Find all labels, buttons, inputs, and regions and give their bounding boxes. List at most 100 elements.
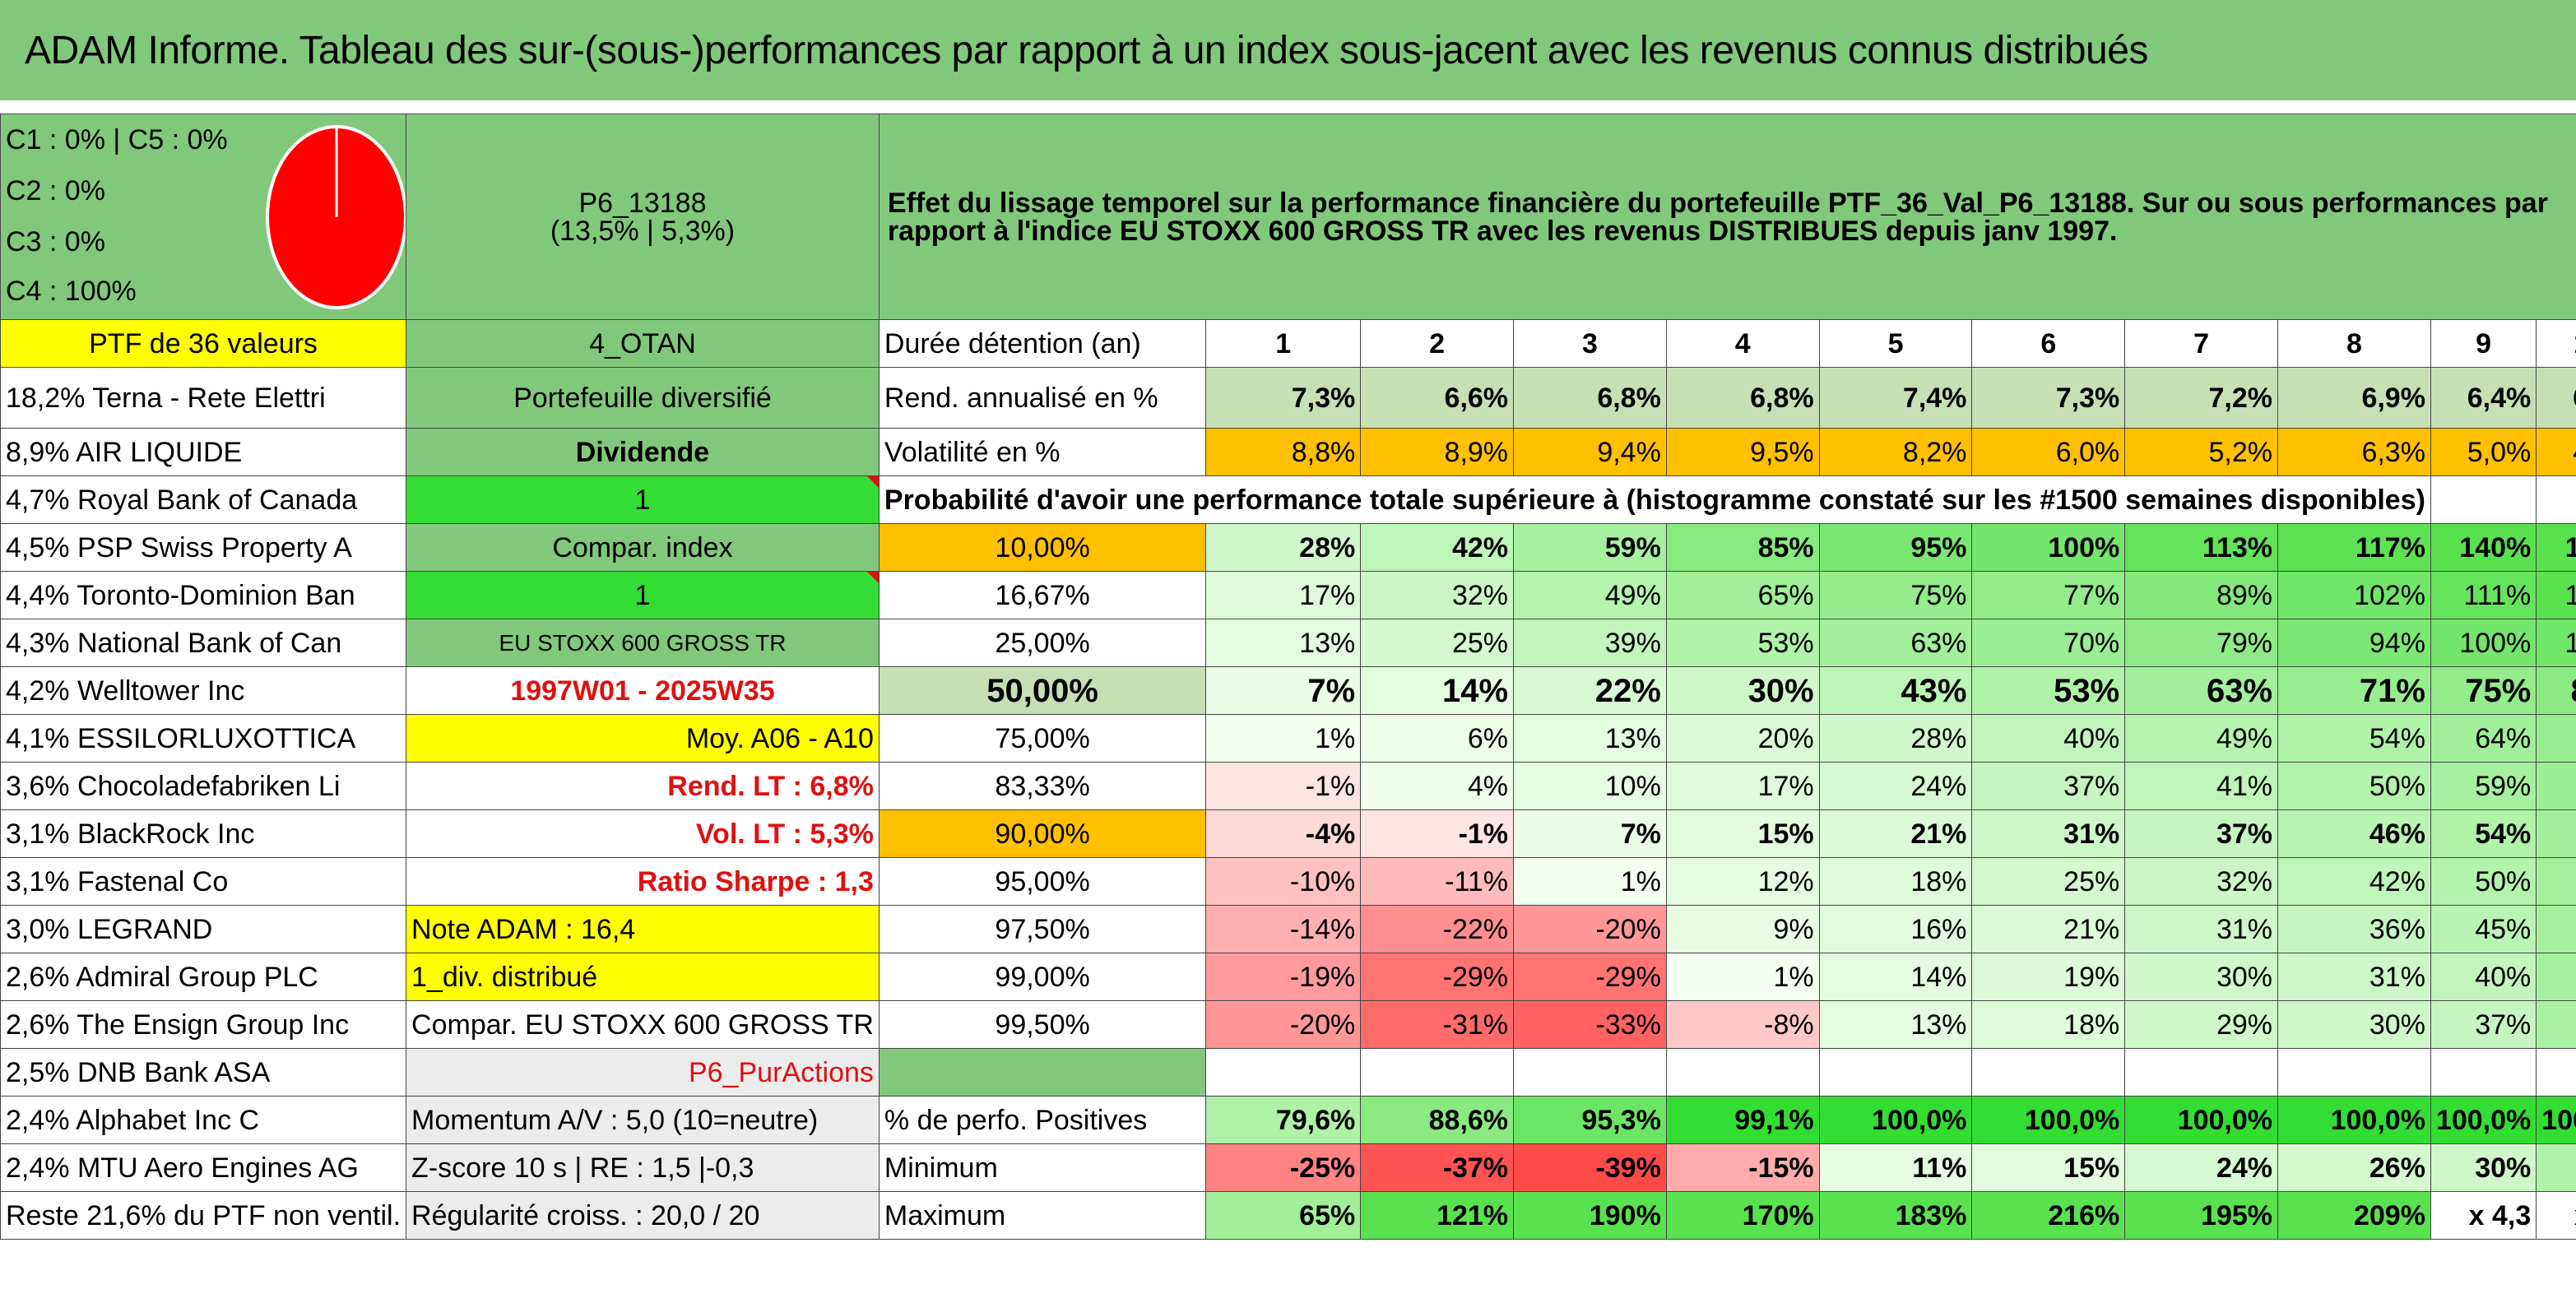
portfolio-stats: (13,5% | 5,3%): [550, 215, 736, 247]
probability-row: 4,4% Toronto-Dominion Ban 1 16,67% 17% 32% 49…: [0, 571, 2576, 619]
probability-value: 102%: [2277, 571, 2431, 619]
holding-item: 3,1% Fastenal Co: [0, 857, 407, 906]
volatility-value: 9,5%: [1665, 428, 1820, 476]
probability-value: 18%: [1818, 857, 1973, 906]
probability-value: 32%: [1360, 571, 1515, 619]
positive-value: 100,0%: [2277, 1096, 2431, 1144]
year-header: 2: [1360, 319, 1515, 368]
probability-threshold: 16,67%: [878, 571, 1207, 619]
description-cell: Effet du lissage temporel sur la perform…: [878, 114, 2576, 320]
info-cell: Compar. EU STOXX 600 GROSS TR: [406, 1000, 880, 1049]
title-gap: [0, 100, 2576, 114]
probability-value: 103%: [2536, 619, 2576, 667]
probability-value: 9%: [1665, 905, 1820, 953]
empty-cell: [1205, 1048, 1362, 1097]
info-cell: Portefeuille diversifié: [406, 367, 880, 429]
category-pie-cell: C1 : 0% | C5 : 0% C2 : 0% C3 : 0% C4 : 100%: [0, 114, 407, 320]
empty-cell: [1513, 1048, 1667, 1097]
minimum-value: 26%: [2277, 1143, 2431, 1192]
empty-cell: [2430, 475, 2537, 524]
return-value: 7,3%: [1971, 367, 2126, 429]
probability-value: 21%: [1818, 809, 1973, 858]
probability-value: 28%: [1818, 714, 1973, 763]
probability-value: -14%: [1205, 905, 1362, 953]
holding-item: 4,1% ESSILORLUXOTTICA: [0, 714, 407, 763]
volatility-value: 6,0%: [1971, 428, 2126, 476]
volatility-value: 5,0%: [2430, 428, 2537, 476]
probability-value: 28%: [1205, 523, 1362, 572]
info-cell: 4_OTAN: [406, 319, 880, 368]
positive-row: 2,4% Alphabet Inc C Momentum A/V : 5,0 (1…: [0, 1096, 2576, 1144]
probability-value: 100%: [1971, 523, 2126, 572]
probability-value: 42%: [1360, 523, 1515, 572]
probability-value: 54%: [2277, 714, 2431, 763]
minimum-value: 11%: [1818, 1143, 1973, 1192]
return-value: 6,4%: [2430, 367, 2537, 429]
minimum-value: -15%: [1665, 1143, 1820, 1192]
maximum-value: x 4,1: [2536, 1191, 2576, 1240]
minimum-value: 15%: [1971, 1143, 2126, 1192]
maximum-value: 190%: [1513, 1191, 1667, 1240]
holding-item: 4,5% PSP Swiss Property A: [0, 523, 407, 572]
minimum-value: -39%: [1513, 1143, 1667, 1192]
probability-value: 75%: [1818, 571, 1973, 619]
probability-value: 40%: [1971, 714, 2126, 763]
probability-value: 63%: [1818, 619, 1973, 667]
probability-value: 64%: [2430, 714, 2537, 763]
header-row: C1 : 0% | C5 : 0% C2 : 0% C3 : 0% C4 : 100%…: [0, 114, 2576, 320]
probability-value: -11%: [1360, 857, 1515, 906]
volatility-value: 4,1%: [2536, 428, 2576, 476]
empty-cell: [878, 1048, 1207, 1097]
maximum-value: 170%: [1665, 1191, 1820, 1240]
info-cell: Dividende: [406, 428, 880, 476]
probability-value: 79%: [2124, 619, 2279, 667]
probability-value: -29%: [1360, 953, 1515, 1001]
probability-value: -8%: [1665, 1000, 1820, 1049]
holding-item: 2,5% DNB Bank ASA: [0, 1048, 407, 1097]
probability-value: 53%: [1971, 666, 2126, 715]
probability-value: 41%: [2124, 762, 2279, 810]
holding-item: 4,2% Welltower Inc: [0, 666, 407, 715]
info-cell: Compar. index: [406, 523, 880, 572]
info-cell: Moy. A06 - A10: [406, 714, 880, 763]
probability-value: 58%: [2536, 1000, 2576, 1049]
info-cell: 1: [406, 571, 880, 619]
maximum-value: 195%: [2124, 1191, 2279, 1240]
volatility-value: 8,8%: [1205, 428, 1362, 476]
maximum-row: Reste 21,6% du PTF non ventil. Régularité…: [0, 1191, 2576, 1240]
probability-value: 59%: [1513, 523, 1667, 572]
probability-value: 64%: [2536, 809, 2576, 858]
holding-item: 3,1% BlackRock Inc: [0, 809, 407, 858]
probability-value: 1%: [1205, 714, 1362, 763]
probability-value: -20%: [1513, 905, 1667, 953]
minimum-value: -25%: [1205, 1143, 1362, 1192]
probability-value: 13%: [1513, 714, 1667, 763]
performance-table: C1 : 0% | C5 : 0% C2 : 0% C3 : 0% C4 : 100%…: [0, 114, 2576, 1240]
empty-cell: [1971, 1048, 2126, 1097]
probability-value: -31%: [1360, 1000, 1515, 1049]
holdings-header: PTF de 36 valeurs: [0, 319, 407, 368]
return-value: 7,2%: [2124, 367, 2279, 429]
spacer-row: 2,5% DNB Bank ASA P6_PurActions: [0, 1048, 2576, 1097]
empty-cell: [1665, 1048, 1820, 1097]
probability-value: 54%: [2430, 809, 2537, 858]
probability-value: -19%: [1205, 953, 1362, 1001]
category-pie-chart: [266, 125, 406, 309]
minimum-value: 24%: [2124, 1143, 2279, 1192]
probability-header: Probabilité d'avoir une performance tota…: [878, 475, 2431, 524]
probability-value: 31%: [2124, 905, 2279, 953]
volatility-value: 6,3%: [2277, 428, 2431, 476]
volatility-value: 5,2%: [2124, 428, 2279, 476]
probability-value: 70%: [1971, 619, 2126, 667]
probability-value: 17%: [1205, 571, 1362, 619]
probability-value: -1%: [1205, 762, 1362, 810]
probability-threshold: 50,00%: [878, 666, 1207, 715]
probability-value: 50%: [2430, 857, 2537, 906]
info-cell: Momentum A/V : 5,0 (10=neutre): [406, 1096, 880, 1144]
positive-value: 100,0%: [2124, 1096, 2279, 1144]
probability-row: 2,6% Admiral Group PLC 1_div. distribué 99…: [0, 953, 2576, 1001]
probability-value: 42%: [2277, 857, 2431, 906]
year-header: 8: [2277, 319, 2431, 368]
probability-value: 85%: [1665, 523, 1820, 572]
probability-row: 2,6% The Ensign Group Inc Compar. EU STOX…: [0, 1000, 2576, 1049]
